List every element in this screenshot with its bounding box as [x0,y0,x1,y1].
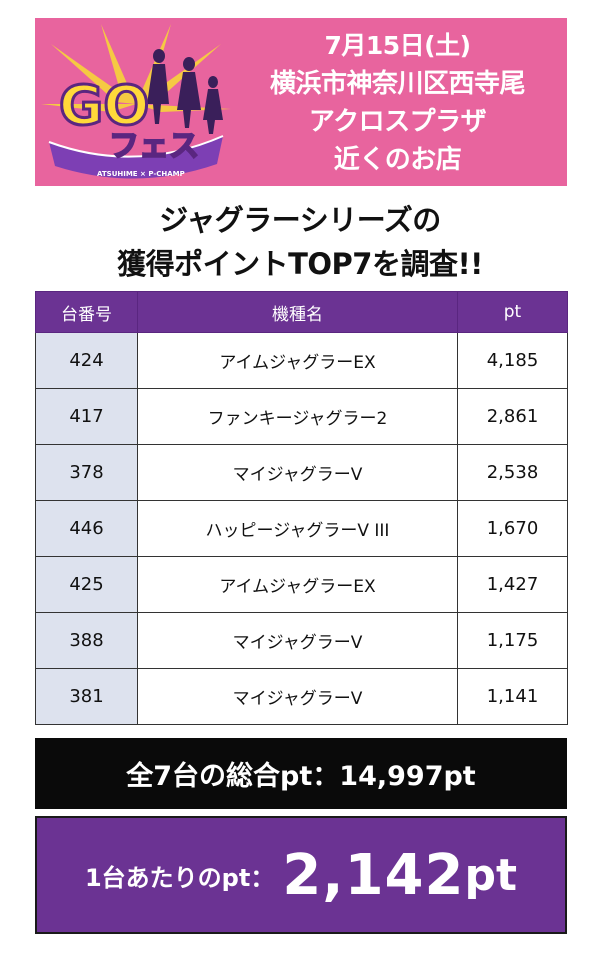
machine-pt: 1,175 [457,612,568,669]
table-row: 378 マイジャグラーV 2,538 [35,444,568,501]
column-header-model: 機種名 [137,291,458,333]
average-points-box: 1台あたりのpt： 2,142 pt [35,816,567,934]
headline-line2: 獲得ポイントTOP7を調査!! [117,247,483,281]
machine-name: マイジャグラーV [137,444,458,501]
machine-number: 381 [35,668,138,725]
machine-number: 424 [35,332,138,389]
event-banner: GO フェス ATSUHIME × P-CHAMP 7月15日(土) 横浜市神奈… [35,18,567,186]
total-points-bar: 全7台の総合pt：14,997pt [35,738,567,809]
average-points-label: 1台あたりのpt： [84,863,275,892]
average-points-unit: pt [464,849,518,901]
event-location-line3: 近くのお店 [333,145,462,175]
svg-text:GO: GO [59,74,149,137]
machine-name: ファンキージャグラー2 [137,388,458,445]
event-location-line2: アクロスプラザ [308,107,487,137]
go-fes-logo: GO フェス ATSUHIME × P-CHAMP [41,24,231,179]
column-header-pt: pt [457,291,568,333]
machine-pt: 1,427 [457,556,568,613]
table-row: 424 アイムジャグラーEX 4,185 [35,332,568,389]
ranking-table: 台番号 機種名 pt 424 アイムジャグラーEX 4,185 417 ファンキ… [35,291,568,725]
machine-pt: 1,670 [457,500,568,557]
event-date: 7月15日(土) [324,31,471,60]
machine-pt: 4,185 [457,332,568,389]
table-row: 417 ファンキージャグラー2 2,861 [35,388,568,445]
svg-text:フェス: フェス [109,129,199,164]
machine-name: ハッピージャグラーV III [137,500,458,557]
machine-name: アイムジャグラーEX [137,556,458,613]
event-info: 7月15日(土) 横浜市神奈川区西寺尾 アクロスプラザ 近くのお店 [235,28,560,178]
machine-pt: 2,861 [457,388,568,445]
headline-line1: ジャグラーシリーズの [159,203,441,237]
machine-number: 417 [35,388,138,445]
machine-name: マイジャグラーV [137,612,458,669]
machine-pt: 1,141 [457,668,568,725]
machine-number: 388 [35,612,138,669]
table-header-row: 台番号 機種名 pt [35,291,568,333]
column-header-number: 台番号 [35,291,138,333]
headline: ジャグラーシリーズの 獲得ポイントTOP7を調査!! [0,198,600,286]
average-points-value: 2,142 [282,842,465,908]
event-location-line1: 横浜市神奈川区西寺尾 [269,69,526,99]
table-row: 381 マイジャグラーV 1,141 [35,668,568,725]
svg-text:ATSUHIME × P-CHAMP: ATSUHIME × P-CHAMP [97,170,185,178]
table-row: 446 ハッピージャグラーV III 1,670 [35,500,568,557]
machine-pt: 2,538 [457,444,568,501]
total-points-label: 全7台の総合pt：14,997pt [126,761,476,792]
machine-name: マイジャグラーV [137,668,458,725]
table-row: 388 マイジャグラーV 1,175 [35,612,568,669]
machine-number: 378 [35,444,138,501]
table-row: 425 アイムジャグラーEX 1,427 [35,556,568,613]
machine-number: 425 [35,556,138,613]
machine-number: 446 [35,500,138,557]
machine-name: アイムジャグラーEX [137,332,458,389]
